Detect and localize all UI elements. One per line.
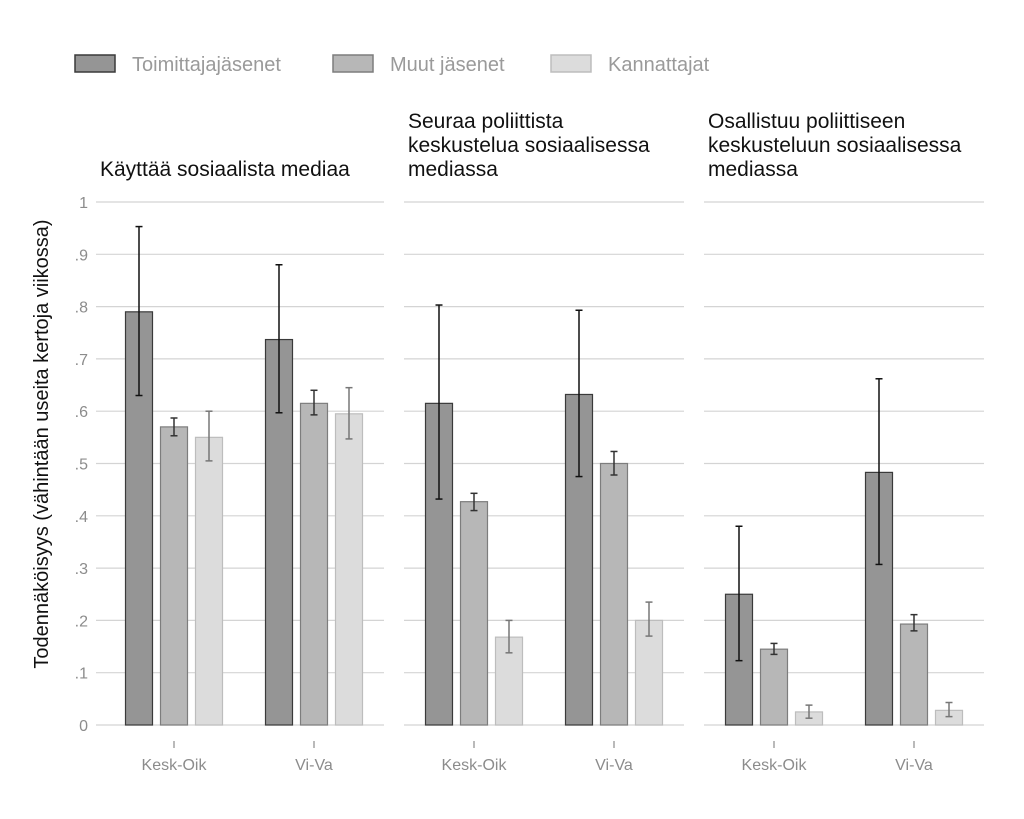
bar	[299, 402, 329, 726]
bar	[899, 623, 929, 726]
bar	[334, 413, 364, 726]
bar	[599, 462, 629, 726]
y-tick-label: .7	[75, 352, 88, 369]
chart-legend: Toimittajajäsenet Muut jäsenet Kannattajat	[74, 54, 710, 76]
y-tick-label: .2	[75, 613, 88, 630]
legend-label: Muut jäsenet	[390, 54, 505, 76]
y-axis: 0 .1 .2 .3 .4 .5 .6 .7 .8 .9 1	[75, 195, 88, 735]
bar	[759, 648, 789, 726]
panel-title: keskusteluun sosiaalisessa	[708, 134, 962, 157]
x-tick-label: Kesk-Oik	[142, 757, 208, 774]
x-tick-label: Vi-Va	[895, 757, 933, 774]
panel-title: mediassa	[708, 158, 798, 181]
bar	[459, 501, 489, 726]
y-tick-label: 1	[79, 195, 88, 212]
x-tick-label: Vi-Va	[595, 757, 633, 774]
panel-title: Osallistuu poliittiseen	[708, 110, 905, 133]
chart-panel: Käyttää sosiaalista mediaa Kesk-Oik Vi-Va	[96, 158, 384, 774]
x-tick-label: Vi-Va	[295, 757, 333, 774]
panel-title: mediassa	[408, 158, 498, 181]
bar	[564, 393, 594, 726]
legend-swatch	[332, 54, 374, 73]
y-tick-label: .6	[75, 404, 88, 421]
y-tick-label: 0	[79, 718, 88, 735]
panel-title: Seuraa poliittista	[408, 110, 564, 133]
legend-label: Kannattajat	[608, 54, 710, 76]
y-tick-label: .4	[75, 509, 88, 526]
y-tick-label: .5	[75, 457, 88, 474]
y-tick-label: .1	[75, 666, 88, 683]
legend-swatch	[74, 54, 116, 73]
x-tick-label: Kesk-Oik	[742, 757, 808, 774]
panel-title: Käyttää sosiaalista mediaa	[100, 158, 350, 181]
legend-swatch	[550, 54, 592, 73]
y-tick-label: .9	[75, 247, 88, 264]
legend-label: Toimittajajäsenet	[132, 54, 281, 76]
y-tick-label: .3	[75, 561, 88, 578]
bar	[194, 436, 224, 726]
x-tick-label: Kesk-Oik	[442, 757, 508, 774]
bar	[159, 426, 189, 726]
y-axis-title: Todennäköisyys (vähintään useita kertoja…	[31, 219, 53, 668]
y-tick-label: .8	[75, 300, 88, 317]
panel-title: keskustelua sosiaalisessa	[408, 134, 650, 157]
